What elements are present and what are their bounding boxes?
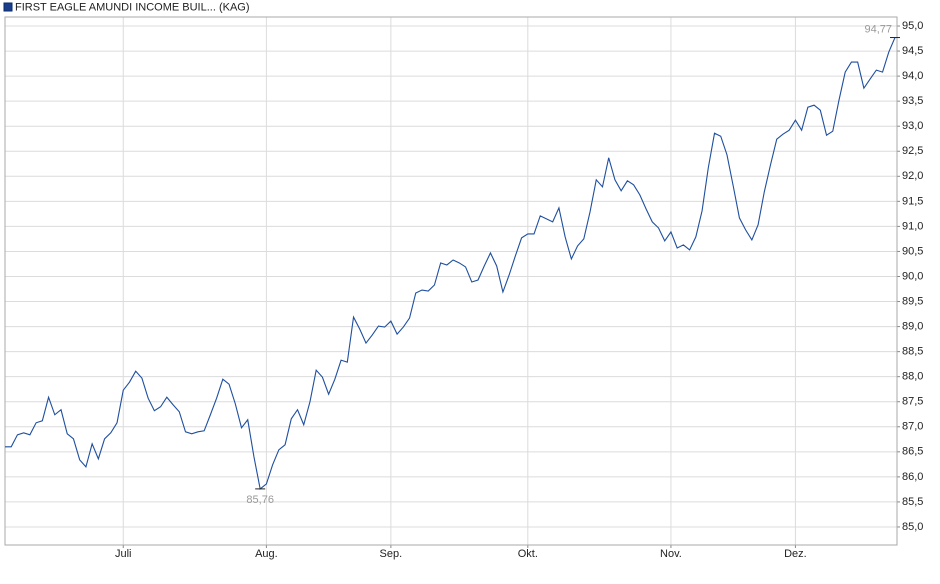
y-tick-label: 89,5: [902, 295, 923, 307]
legend-label: FIRST EAGLE AMUNDI INCOME BUIL... (KAG): [15, 1, 250, 13]
y-tick-label: 92,0: [902, 170, 923, 182]
y-tick-label: 95,0: [902, 20, 923, 32]
plot-background: [5, 17, 897, 545]
y-tick-label: 93,0: [902, 120, 923, 132]
x-tick-label: Okt.: [518, 548, 538, 560]
plot-frame: [4, 16, 898, 546]
y-tick-label: 91,5: [902, 195, 923, 207]
y-tick-label: 94,5: [902, 45, 923, 57]
y-tick-label: 87,0: [902, 421, 923, 433]
y-tick-label: 88,0: [902, 371, 923, 383]
price-line: [5, 37, 896, 490]
y-tick-label: 86,0: [902, 471, 923, 483]
y-tick-label: 85,0: [902, 521, 923, 533]
y-tick-label: 91,0: [902, 220, 923, 232]
legend-swatch: [3, 2, 13, 12]
y-tick-label: 88,5: [902, 346, 923, 358]
y-tick-label: 86,5: [902, 446, 923, 458]
y-tick-label: 94,0: [902, 70, 923, 82]
x-tick-label: Nov.: [660, 548, 682, 560]
y-tick-label: 87,5: [902, 396, 923, 408]
x-tick-label: Sep.: [380, 548, 403, 560]
min-label: 85,76: [246, 494, 274, 506]
y-tick-label: 90,0: [902, 270, 923, 282]
y-tick-label: 90,5: [902, 245, 923, 257]
max-label: 94,77: [864, 23, 892, 35]
y-tick-label: 93,5: [902, 95, 923, 107]
x-tick-label: Aug.: [255, 548, 278, 560]
y-tick-label: 85,5: [902, 496, 923, 508]
y-tick-label: 92,5: [902, 145, 923, 157]
x-tick-label: Dez.: [784, 548, 807, 560]
y-tick-label: 89,0: [902, 320, 923, 332]
x-tick-label: Juli: [115, 548, 132, 560]
